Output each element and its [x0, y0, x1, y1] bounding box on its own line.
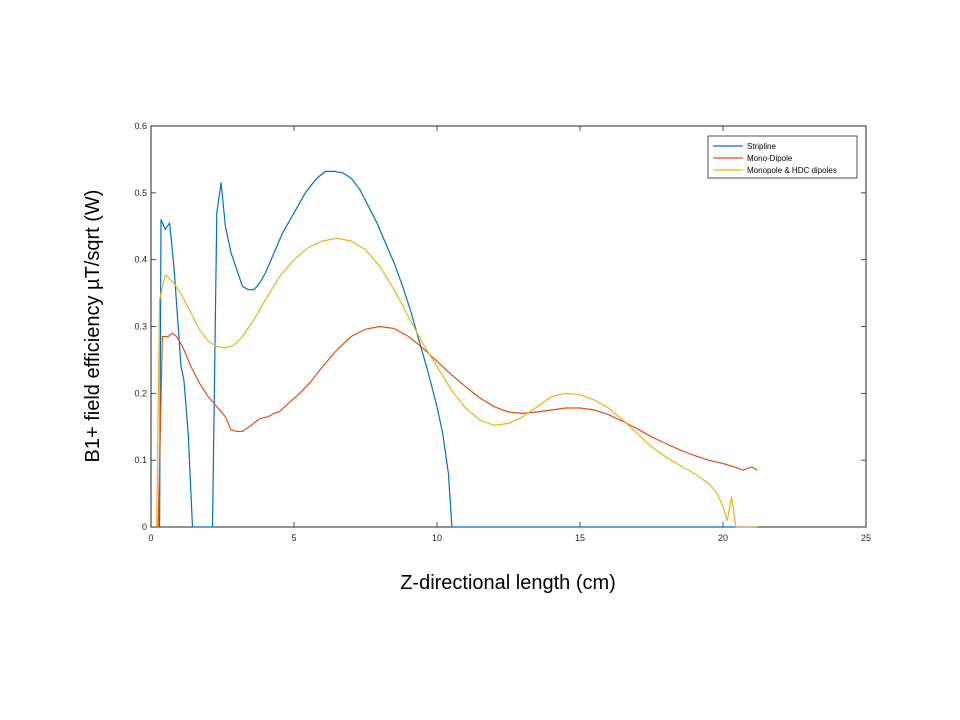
y-tick-label: 0	[142, 522, 147, 532]
y-tick-label: 0.6	[134, 121, 147, 131]
y-tick-label: 0.1	[134, 455, 147, 465]
y-axis-title: B1+ field efficiency µT/sqrt (W)	[82, 190, 104, 463]
series-line-monopole-hdc	[156, 237, 758, 528]
x-tick-label: 25	[861, 533, 871, 543]
x-tick-label: 10	[432, 533, 442, 543]
legend-label-stripline: Stripline	[747, 142, 776, 151]
x-tick-label: 0	[148, 533, 153, 543]
x-axis-title: Z-directional length (cm)	[400, 572, 616, 594]
series-line-mono-dipole	[157, 325, 758, 528]
x-tick-label: 5	[291, 533, 296, 543]
series-line-stripline	[159, 170, 758, 528]
legend: Stripline Mono-Dipole Monopole & HDC dip…	[707, 135, 858, 179]
y-tick-label: 0.3	[134, 322, 147, 332]
legend-label-mono-dipole: Mono-Dipole	[747, 154, 793, 163]
plot-area	[150, 125, 867, 528]
y-tick-label: 0.5	[134, 188, 147, 198]
y-tick-label: 0.2	[134, 388, 147, 398]
series-layer	[156, 170, 758, 528]
legend-box	[707, 135, 858, 179]
legend-label-monopole-hdc: Monopole & HDC dipoles	[747, 166, 837, 175]
x-tick-label: 20	[718, 533, 728, 543]
y-axis-ticks: 0 0.1 0.2 0.3 0.4 0.5 0.6	[134, 121, 866, 532]
x-tick-label: 15	[575, 533, 585, 543]
x-axis-ticks: 0 5 10 15 20 25	[148, 126, 871, 543]
y-tick-label: 0.4	[134, 255, 147, 265]
